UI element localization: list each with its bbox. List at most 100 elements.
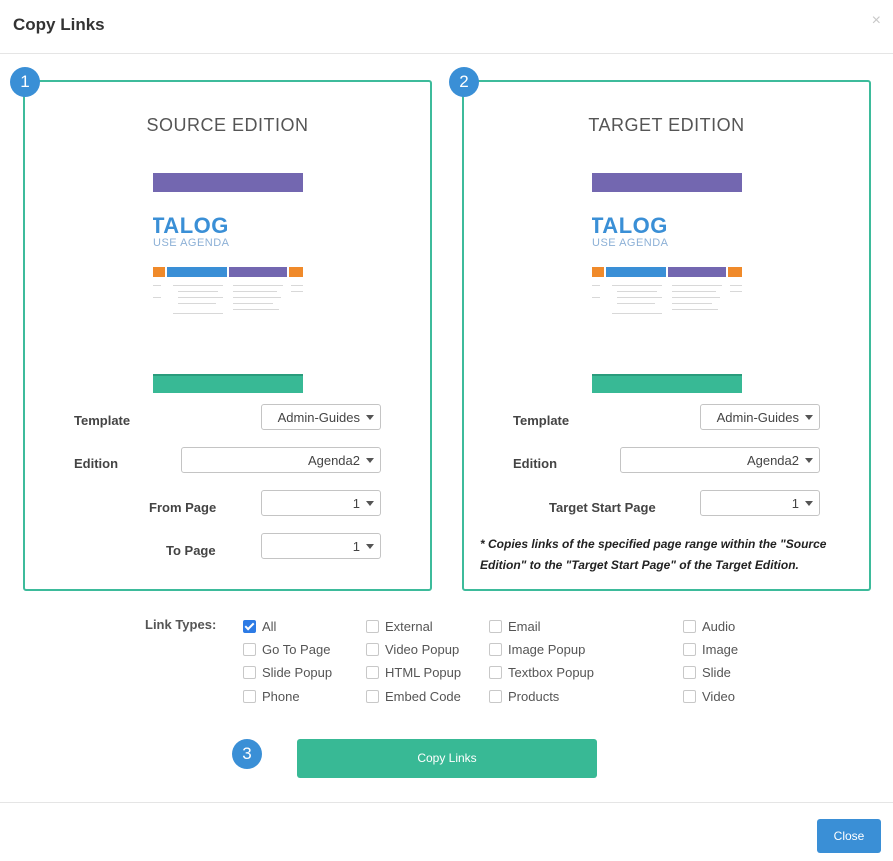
close-button[interactable]: Close	[817, 819, 881, 853]
thumb-text-line	[672, 309, 718, 310]
thumb-text-line	[178, 297, 223, 298]
target-edition-value: Agenda2	[746, 453, 799, 468]
link-type-textbox-popup-checkbox[interactable]	[489, 666, 502, 679]
source-edition-title: SOURCE EDITION	[146, 115, 309, 135]
step-badge-2: 2	[449, 67, 479, 97]
link-type-go-to-page-checkbox[interactable]	[243, 643, 256, 656]
link-type-products-checkbox[interactable]	[489, 690, 502, 703]
link-type-products-label: Products	[508, 689, 560, 704]
thumb-subheading: USE AGENDA	[592, 237, 669, 249]
from-page-label: From Page	[149, 500, 217, 515]
target-page-thumbnail: TALOG USE AGENDA	[592, 173, 742, 393]
target-template-select[interactable]: Admin-Guides	[700, 404, 820, 430]
thumb-text-line	[233, 297, 281, 298]
link-type-all-label: All	[262, 619, 277, 634]
chevron-down-icon	[366, 544, 374, 549]
thumb-text-line	[173, 285, 223, 286]
thumb-text-line	[617, 291, 657, 292]
source-template-value: Admin-Guides	[277, 410, 360, 425]
source-edition-value: Agenda2	[307, 453, 360, 468]
target-edition-panel: TARGET EDITION TALOG USE AGENDA Template…	[462, 80, 871, 591]
chevron-down-icon	[366, 501, 374, 506]
link-type-slide-checkbox[interactable]	[683, 666, 696, 679]
thumb-text-line	[730, 285, 742, 286]
target-start-page-label: Target Start Page	[549, 500, 656, 515]
thumb-text-line	[173, 313, 223, 314]
link-type-image-checkbox[interactable]	[683, 643, 696, 656]
thumb-text-line	[153, 285, 161, 286]
link-types-label: Link Types:	[145, 617, 217, 632]
thumb-text-line	[672, 303, 712, 304]
thumb-chevron	[592, 267, 604, 277]
thumb-text-line	[617, 297, 662, 298]
copy-links-note: * Copies links of the specified page ran…	[480, 537, 827, 572]
thumb-text-line	[612, 285, 662, 286]
from-page-select[interactable]: 1	[261, 490, 381, 516]
link-type-embed-code-checkbox[interactable]	[366, 690, 379, 703]
target-start-page-value: 1	[791, 496, 799, 511]
to-page-label: To Page	[166, 543, 216, 558]
link-type-textbox-popup-label: Textbox Popup	[508, 665, 595, 680]
target-start-page-select[interactable]: 1	[700, 490, 820, 516]
from-page-value: 1	[352, 496, 360, 511]
link-type-slide-popup-checkbox[interactable]	[243, 666, 256, 679]
thumb-text-line	[730, 291, 742, 292]
chevron-down-icon	[366, 458, 374, 463]
link-type-html-popup-label: HTML Popup	[385, 665, 462, 680]
thumb-text-line	[178, 291, 218, 292]
link-type-slide-label: Slide	[702, 665, 731, 680]
thumb-text-line	[592, 297, 600, 298]
to-page-select[interactable]: 1	[261, 533, 381, 559]
thumb-chevron	[668, 267, 726, 277]
thumb-text-line	[672, 297, 720, 298]
thumb-text-line	[672, 291, 716, 292]
link-type-image-label: Image	[702, 642, 739, 657]
thumb-text-line	[617, 303, 655, 304]
source-edition-panel: SOURCE EDITION TALOG USE AGENDA Template…	[23, 80, 432, 591]
edition-label: Edition	[74, 456, 119, 471]
thumb-text-line	[291, 291, 303, 292]
link-type-audio-checkbox[interactable]	[683, 620, 696, 633]
thumb-text-line	[291, 285, 303, 286]
thumb-text-line	[233, 285, 283, 286]
link-type-image-popup-checkbox[interactable]	[489, 643, 502, 656]
thumb-footer-bar	[153, 374, 303, 393]
link-type-external-checkbox[interactable]	[366, 620, 379, 633]
copy-links-button[interactable]: Copy Links	[297, 739, 597, 778]
edition-label: Edition	[513, 456, 558, 471]
source-page-thumbnail: TALOG USE AGENDA	[153, 173, 303, 393]
link-type-slide-popup-label: Slide Popup	[262, 665, 333, 680]
link-type-external-label: External	[385, 619, 433, 634]
target-template-value: Admin-Guides	[716, 410, 799, 425]
link-type-all-checkbox[interactable]	[243, 620, 256, 633]
close-icon[interactable]: ×	[871, 12, 881, 29]
link-type-html-popup-checkbox[interactable]	[366, 666, 379, 679]
chevron-down-icon	[805, 415, 813, 420]
link-type-video-popup-checkbox[interactable]	[366, 643, 379, 656]
thumb-header-bar	[592, 173, 742, 192]
thumb-heading: TALOG	[592, 213, 668, 238]
thumb-chevron	[153, 267, 165, 277]
link-type-phone-checkbox[interactable]	[243, 690, 256, 703]
link-type-video-checkbox[interactable]	[683, 690, 696, 703]
thumb-chevron	[606, 267, 666, 277]
footer-divider	[0, 802, 893, 803]
thumb-text-line	[233, 309, 279, 310]
thumb-heading: TALOG	[153, 213, 229, 238]
thumb-text-line	[612, 313, 662, 314]
link-type-embed-code-label: Embed Code	[385, 689, 461, 704]
thumb-text-line	[592, 285, 600, 286]
chevron-down-icon	[366, 415, 374, 420]
thumb-text-line	[233, 303, 273, 304]
link-type-email-checkbox[interactable]	[489, 620, 502, 633]
thumb-chevron	[728, 267, 742, 277]
thumb-chevron	[229, 267, 287, 277]
thumb-text-line	[178, 303, 216, 304]
chevron-down-icon	[805, 458, 813, 463]
link-type-video-popup-label: Video Popup	[385, 642, 460, 657]
to-page-value: 1	[352, 539, 360, 554]
target-edition-select[interactable]: Agenda2	[620, 447, 820, 473]
source-edition-select[interactable]: Agenda2	[181, 447, 381, 473]
modal-header: Copy Links ×	[0, 0, 893, 54]
source-template-select[interactable]: Admin-Guides	[261, 404, 381, 430]
